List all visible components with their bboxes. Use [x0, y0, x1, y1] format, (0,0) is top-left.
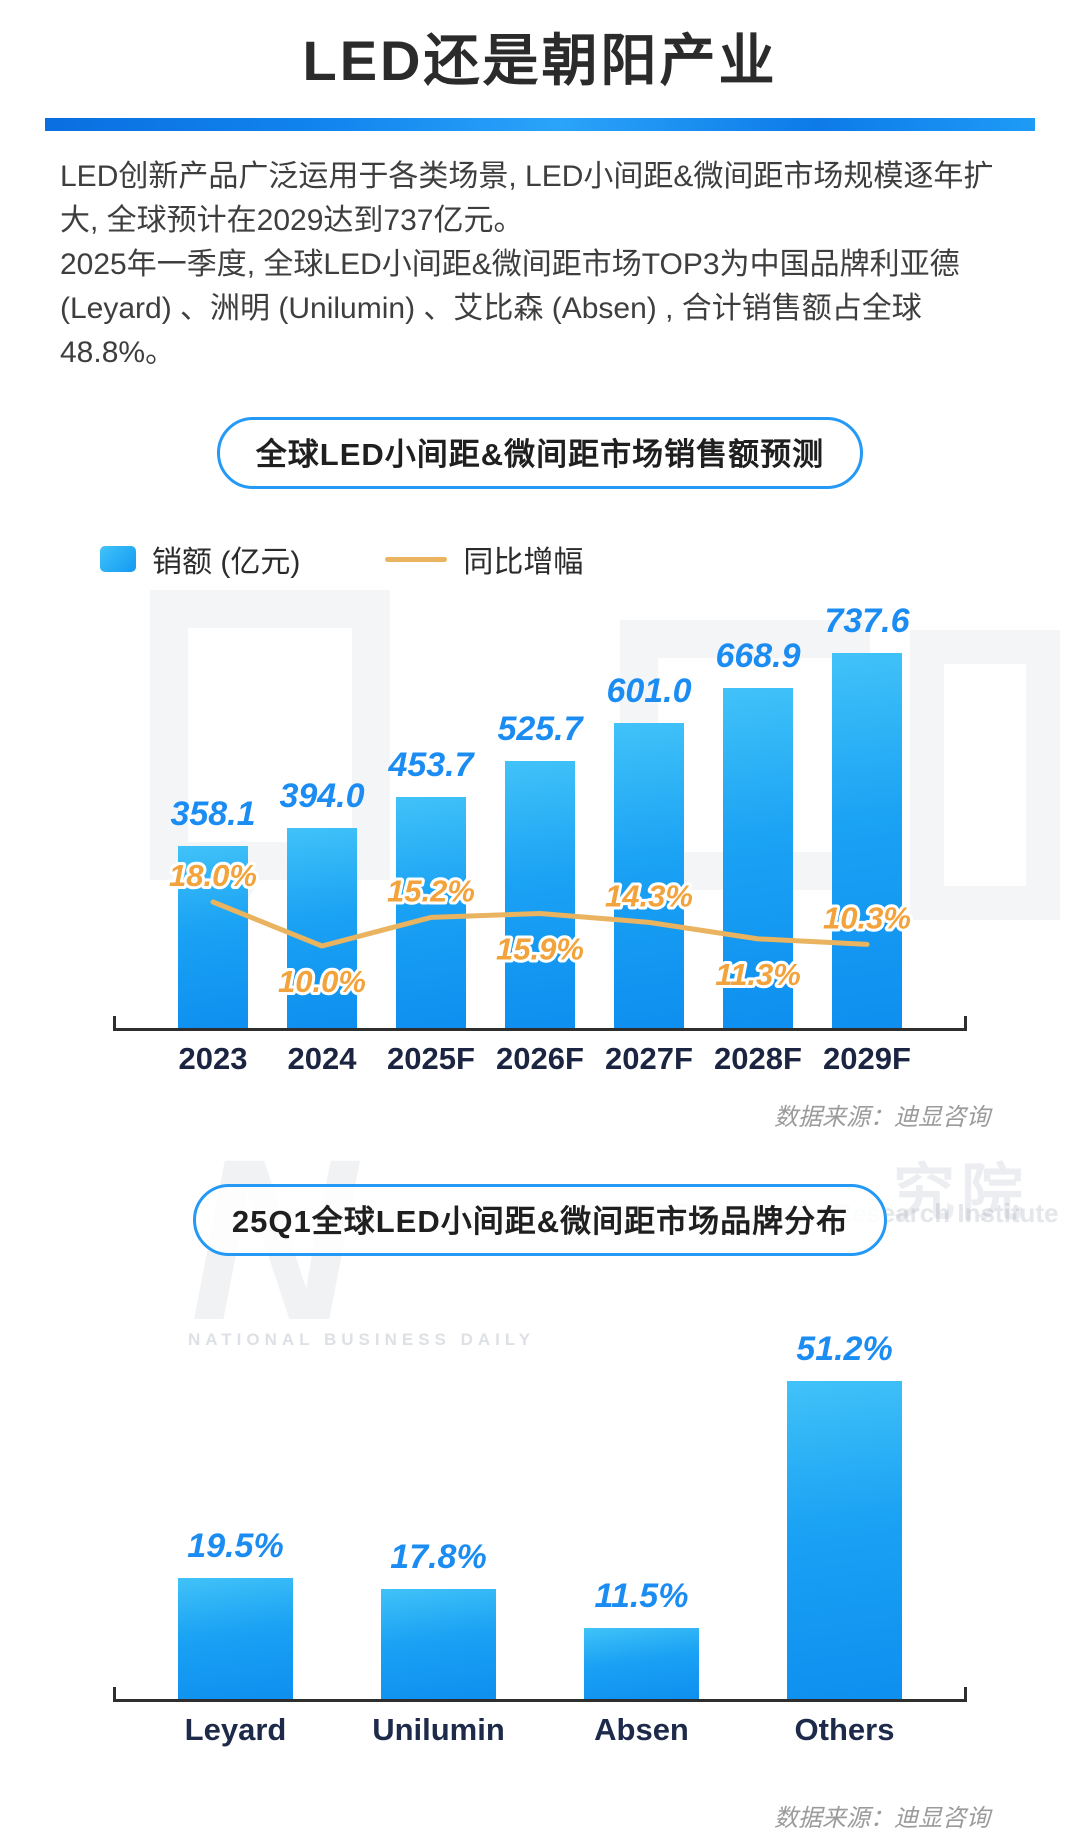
legend-sales-label: 销额 (亿元): [152, 546, 301, 580]
bar-value-label: 11.5%: [594, 1576, 689, 1615]
growth-label: 15.2%: [387, 873, 475, 908]
legend-item-sales: 销额 (亿元): [100, 537, 300, 581]
bar-value-label: 51.2%: [796, 1330, 893, 1369]
growth-label: 14.3%: [605, 878, 693, 913]
bar-value-label: 668.9: [715, 637, 801, 675]
growth-line-overlay: 18.0% 10.0% 15.2% 15.9% 14.3% 11.3% 10.3%: [166, 855, 914, 1002]
chart2-source: 数据来源：迪显咨询: [774, 1805, 990, 1833]
growth-label: 18.0%: [169, 858, 257, 893]
watermark-cn-partial: 究院: [893, 1159, 1030, 1228]
bar: [396, 797, 466, 1029]
growth-label: 11.3%: [715, 957, 801, 992]
bar: [381, 1588, 496, 1700]
bar-value-label: 525.7: [497, 709, 583, 748]
axis-label: 2024: [287, 1041, 357, 1077]
axis-label: Absen: [594, 1712, 689, 1748]
intro-text: LED创新产品广泛运用于各类场景, LED小间距&微间距市场规模逐年扩大, 全球…: [60, 155, 1020, 375]
chart2-title: 25Q1全球LED小间距&微间距市场品牌分布: [192, 1184, 888, 1257]
bar-value-label: 453.7: [388, 746, 474, 785]
bar-value-label: 19.5%: [187, 1526, 284, 1565]
bar-value-label: 358.1: [170, 795, 256, 834]
axis-label: 2026F: [496, 1041, 584, 1077]
bar-value-label: 394.0: [279, 776, 365, 815]
chart1-legend: 销额 (亿元) 同比增幅: [100, 537, 980, 581]
axis-label: 2029F: [823, 1041, 911, 1077]
chart1-source: 数据来源：迪显咨询: [774, 1104, 990, 1132]
bar-value-label: 17.8%: [390, 1537, 487, 1576]
chart2-plot: 19.5% 17.8% 11.5% 51.2%: [113, 1322, 967, 1703]
axis-label: 2027F: [605, 1041, 693, 1077]
intro-paragraph-2: 2025年一季度, 全球LED小间距&微间距市场TOP3为中国品牌利亚德 (Le…: [60, 247, 960, 369]
bar: [178, 846, 248, 1029]
legend-line-swatch-icon: [385, 556, 448, 562]
legend-item-growth: 同比增幅: [385, 537, 583, 581]
chart1-plot: 358.1 394.0 453.7 525.7 601.0 668.9 737.6 18.0%…: [113, 581, 967, 1032]
legend-bar-swatch-icon: [100, 546, 136, 573]
chart2-axis-labels: Leyard Unilumin Absen Others: [113, 1712, 967, 1754]
intro-paragraph-1: LED创新产品广泛运用于各类场景, LED小间距&微间距市场规模逐年扩大, 全球…: [60, 159, 994, 237]
axis-label: 2025F: [387, 1041, 475, 1077]
axis-label: Leyard: [184, 1712, 287, 1748]
bar: [584, 1627, 699, 1700]
bar: [505, 760, 575, 1029]
growth-label: 10.0%: [278, 964, 366, 999]
page-title: LED还是朝阳产业: [302, 29, 778, 92]
axis-label: Unilumin: [372, 1712, 505, 1748]
bar: [178, 1577, 293, 1700]
axis-label: Others: [794, 1712, 895, 1748]
bar-value-label: 601.0: [606, 671, 692, 710]
bar-value-label: 737.6: [824, 602, 910, 641]
bar: [287, 827, 357, 1029]
bar: [723, 688, 793, 1029]
chart1-axis-labels: 2023 2024 2025F 2026F 2027F 2028F 2029F: [113, 1041, 967, 1083]
legend-growth-label: 同比增幅: [463, 546, 584, 580]
axis-label: 2028F: [714, 1041, 802, 1077]
chart1-title: 全球LED小间距&微间距市场销售额预测: [216, 417, 864, 490]
axis-label: 2023: [178, 1041, 248, 1077]
growth-line: [210, 899, 870, 949]
growth-label: 10.3%: [823, 900, 911, 935]
bar: [614, 722, 684, 1029]
bar: [787, 1381, 902, 1700]
growth-label: 15.9%: [496, 932, 584, 967]
bar: [832, 653, 902, 1029]
title-divider-bar: [45, 117, 1035, 131]
